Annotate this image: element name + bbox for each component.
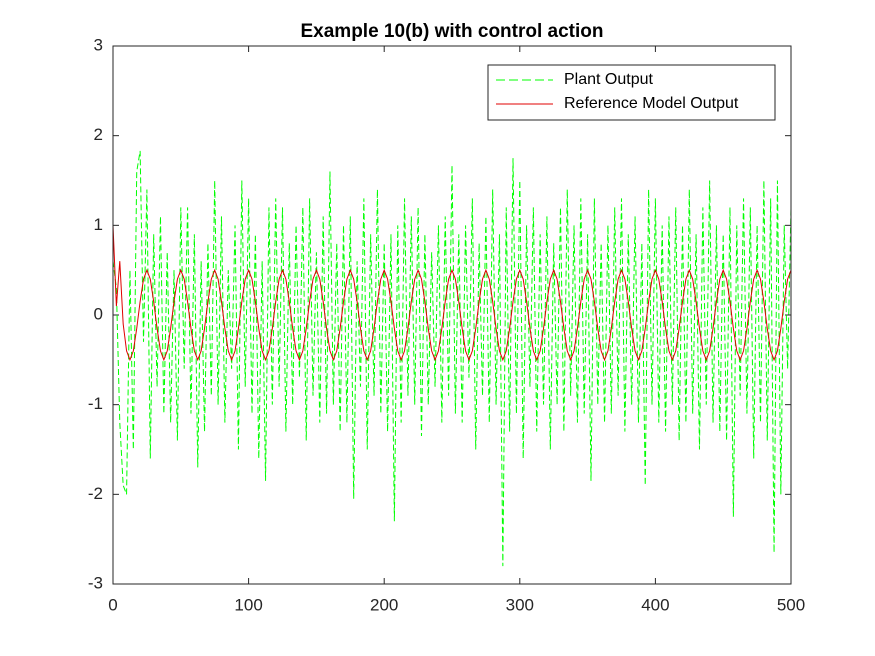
x-tick-label: 500 [777, 595, 805, 614]
y-tick-label: 0 [94, 304, 103, 323]
plot-area [113, 46, 791, 584]
legend-label: Plant Output [564, 71, 654, 88]
y-tick-label: -2 [88, 484, 103, 503]
legend-box [487, 64, 776, 121]
series-line [112, 150, 792, 567]
x-tick-label: 100 [234, 595, 262, 614]
x-tick-label: 200 [370, 595, 398, 614]
x-tick-label: 0 [108, 595, 117, 614]
y-tick-label: 1 [94, 215, 103, 234]
y-tick-label: -1 [88, 394, 103, 413]
y-tick-label: 2 [94, 125, 103, 144]
y-tick-label: 3 [94, 35, 103, 54]
axes-box [112, 45, 792, 585]
y-tick-label: -3 [88, 573, 103, 592]
chart-title: Example 10(b) with control action [301, 21, 604, 42]
x-tick-label: 400 [641, 595, 669, 614]
series-line [112, 225, 792, 362]
legend-label: Reference Model Output [564, 95, 739, 112]
x-tick-label: 300 [506, 595, 534, 614]
